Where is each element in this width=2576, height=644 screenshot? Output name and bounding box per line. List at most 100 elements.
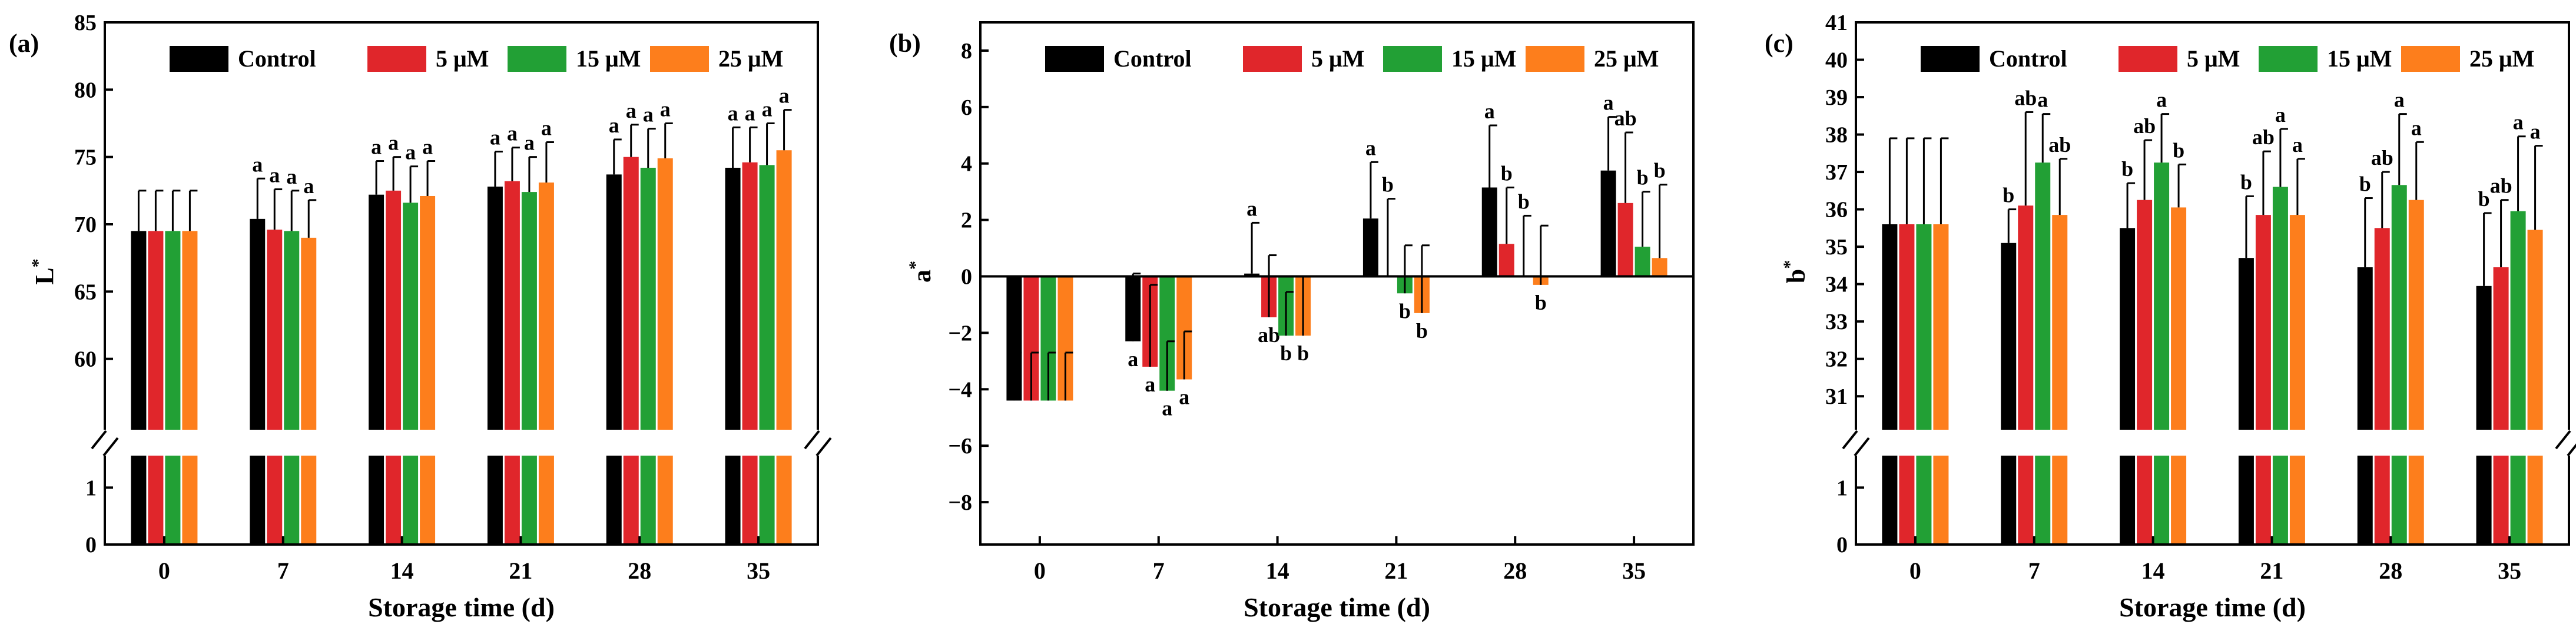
significance-letter: a (2394, 88, 2405, 112)
significance-letter: ab (1258, 323, 1280, 347)
significance-letter: a (1365, 136, 1376, 160)
y-tick-label: −4 (948, 377, 972, 402)
y-tick-label: 70 (74, 213, 97, 237)
bar (538, 182, 554, 545)
significance-letter: b (1654, 159, 1666, 182)
x-axis-title: Storage time (d) (368, 592, 555, 622)
axis-break-mark (2567, 443, 2576, 457)
bar (386, 190, 402, 545)
x-tick-label: 14 (2141, 557, 2165, 584)
significance-letter: ab (2252, 125, 2275, 149)
y-axis-title-main: L (30, 267, 59, 284)
bar (2052, 215, 2068, 545)
bar (2154, 162, 2170, 545)
significance-letter: a (2411, 116, 2422, 140)
significance-letter: b (1382, 173, 1394, 197)
y-tick-label: 80 (74, 78, 97, 102)
y-axis-title: L* (28, 258, 59, 284)
significance-letter: b (2173, 138, 2184, 162)
panel-label: (c) (1765, 29, 1793, 58)
y-tick-label: 85 (74, 11, 97, 35)
significance-letter: a (1603, 91, 1614, 115)
legend-label: 5 μM (2187, 45, 2240, 72)
legend-swatch (170, 46, 228, 72)
bar (1617, 203, 1633, 277)
significance-letter: ab (2014, 86, 2037, 109)
x-tick-label: 35 (2498, 557, 2521, 584)
legend-label: 15 μM (576, 45, 641, 72)
bar (2137, 200, 2153, 545)
bar (504, 181, 520, 545)
x-tick-label: 7 (1153, 557, 1165, 584)
bar (1899, 224, 1915, 545)
x-tick-label: 28 (628, 557, 651, 584)
y-tick-label: 0 (85, 533, 97, 557)
bar (165, 231, 181, 545)
bar (267, 230, 283, 545)
y-tick-label: −2 (948, 321, 972, 346)
x-tick-label: 21 (2260, 557, 2283, 584)
y-tick-label: 37 (1825, 160, 1848, 185)
x-tick-label: 0 (1034, 557, 1046, 584)
significance-letter: a (2513, 111, 2524, 134)
significance-letter: a (524, 131, 535, 155)
y-axis-title-sup: * (906, 261, 925, 270)
legend-label: 5 μM (1311, 45, 1364, 72)
legend-swatch (2401, 46, 2460, 72)
significance-letter: a (745, 101, 755, 125)
x-tick-label: 14 (390, 557, 414, 584)
y-tick-label: −6 (948, 434, 972, 459)
legend-swatch (1045, 46, 1104, 72)
significance-letter: ab (2490, 174, 2512, 198)
significance-letter: a (2156, 88, 2167, 112)
y-tick-label: 31 (1825, 384, 1848, 409)
y-tick-label: 0 (1836, 533, 1848, 557)
legend-label: Control (1113, 45, 1192, 72)
bar (1481, 187, 1497, 277)
significance-letter: b (1399, 299, 1411, 323)
x-tick-label: 35 (1622, 557, 1646, 584)
bar (2408, 200, 2424, 545)
bar (2510, 211, 2526, 545)
axis-break-gap (93, 430, 830, 456)
legend-swatch (1526, 46, 1584, 72)
x-tick-label: 7 (2028, 557, 2040, 584)
bar (284, 231, 300, 545)
significance-letter: a (1484, 99, 1495, 123)
significance-letter: b (1416, 319, 1428, 343)
significance-letter: a (490, 126, 500, 150)
significance-letter: a (1128, 347, 1138, 371)
significance-letter: ab (2371, 146, 2393, 170)
significance-letter: b (2359, 172, 2371, 196)
bar (1916, 224, 1932, 545)
y-tick-label: −8 (948, 490, 972, 515)
y-tick-label: 39 (1825, 85, 1848, 110)
legend-swatch (2259, 46, 2318, 72)
y-tick-label: 65 (74, 280, 97, 304)
bar (2255, 215, 2271, 545)
significance-letter: a (762, 98, 773, 121)
y-tick-label: 35 (1825, 235, 1848, 260)
significance-letter: a (779, 84, 790, 108)
plot-frame (1855, 21, 2570, 546)
bar (2391, 185, 2407, 545)
significance-letter: a (388, 131, 399, 155)
y-tick-label: 34 (1825, 273, 1848, 297)
significance-letter: a (626, 99, 636, 122)
bar (420, 195, 436, 545)
y-tick-label: 36 (1825, 198, 1848, 223)
panel-label: (a) (9, 29, 39, 58)
legend-swatch (1243, 46, 1302, 72)
significance-letter: a (422, 135, 433, 159)
significance-letter: a (303, 174, 314, 198)
x-tick-label: 21 (1384, 557, 1408, 584)
panel-label: (b) (889, 29, 921, 58)
significance-letter: a (2037, 88, 2048, 112)
significance-letter: a (1145, 373, 1155, 396)
legend-swatch (508, 46, 566, 72)
bar (148, 231, 164, 545)
x-tick-label: 28 (1503, 557, 1527, 584)
